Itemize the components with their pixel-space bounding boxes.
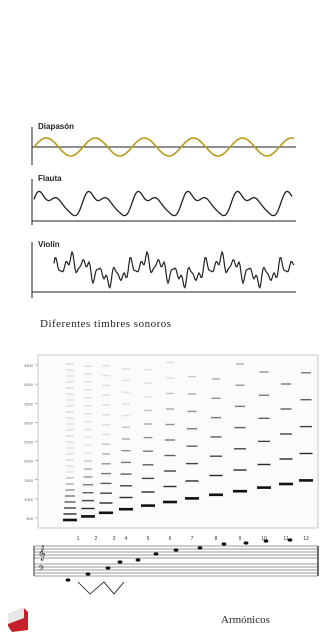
flauta-wave: [31, 179, 296, 225]
note-head: [105, 566, 111, 570]
harmonic-number: 12: [303, 536, 309, 542]
y-tick-label: 4500: [24, 363, 34, 368]
y-tick-label: 3500: [24, 401, 34, 406]
note-head: [173, 548, 179, 552]
flute-curve: [33, 190, 293, 217]
violin-curve: [53, 250, 295, 289]
harmonics-caption: Armónicos: [221, 614, 270, 626]
note-head: [243, 541, 249, 545]
treble-clef: 𝄞: [38, 546, 46, 561]
harmonic-number: 5: [147, 536, 150, 542]
violin-wave: [31, 242, 296, 298]
note-head: [135, 558, 141, 562]
harmonic-number: 10: [261, 536, 267, 542]
diapason-wave: [31, 127, 296, 165]
note-head: [85, 572, 91, 576]
note-head: [197, 546, 203, 550]
panel-label-diapason: Diapasón: [38, 122, 75, 131]
note-head: [287, 538, 293, 542]
y-tick-label: 1000: [24, 497, 34, 502]
note-head: [65, 578, 71, 582]
note-head: [153, 552, 159, 556]
note-head: [221, 542, 227, 546]
interval-lines: [77, 581, 125, 595]
harmonic-number: 3: [113, 536, 116, 542]
harmonic-number: 8: [215, 536, 218, 542]
spectrogram-frame: [37, 354, 319, 529]
y-tick-label: 500: [26, 516, 33, 521]
y-tick-label: 1500: [24, 478, 34, 483]
note-head: [117, 560, 123, 564]
sine-curve: [33, 137, 295, 157]
note-head: [263, 539, 269, 543]
y-tick-label: 2500: [24, 440, 34, 445]
y-tick-label: 2000: [24, 459, 34, 464]
harmonic-number: 2: [95, 536, 98, 542]
harmonic-number: 4: [125, 536, 128, 542]
harmonic-number: 9: [239, 536, 242, 542]
bass-clef: 𝄢: [38, 565, 45, 576]
harmonic-number: 7: [191, 536, 194, 542]
y-tick-label: 4000: [24, 382, 34, 387]
logo-icon: [8, 608, 28, 632]
harmonic-number: 11: [283, 536, 288, 542]
timbres-caption: Diferentes timbres sonoros: [40, 318, 172, 330]
harmonic-number: 1: [77, 536, 80, 542]
harmonic-number: 6: [169, 536, 172, 542]
panel-label-flauta: Flauta: [38, 174, 62, 183]
panel-label-violin: Violín: [38, 240, 60, 249]
y-tick-label: 3000: [24, 420, 34, 425]
